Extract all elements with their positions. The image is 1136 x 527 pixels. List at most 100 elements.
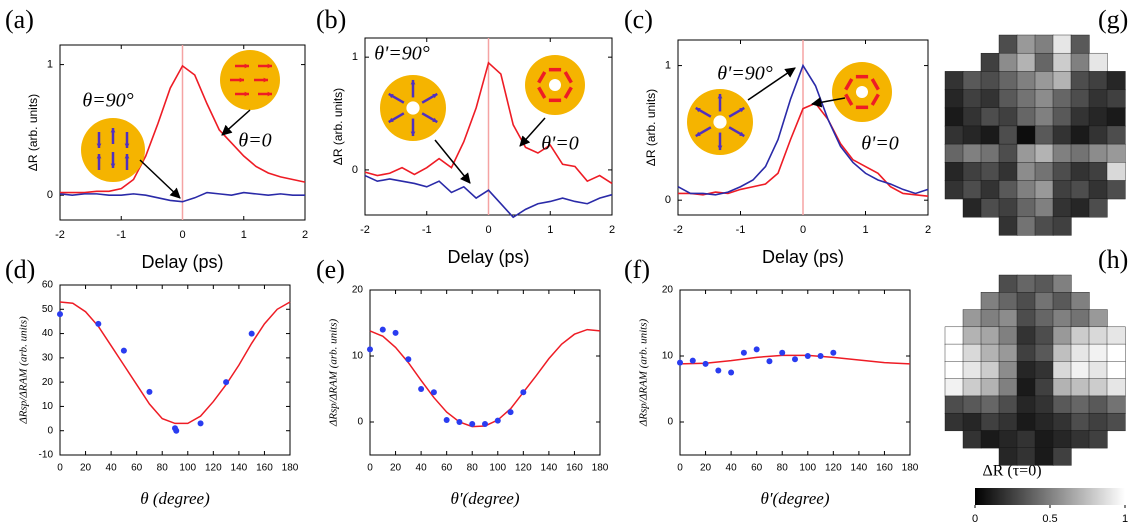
- inset-disc: [81, 118, 145, 182]
- y-tick-label: 0: [357, 417, 363, 428]
- heatmap-cell: [1106, 361, 1126, 380]
- data-point: [779, 349, 786, 356]
- heatmap-cell: [980, 125, 1000, 145]
- x-tick-label: 140: [231, 463, 248, 474]
- y-tick-label: 1: [665, 59, 671, 71]
- x-tick-label: 20: [390, 463, 402, 474]
- x-tick-label: 20: [80, 463, 92, 474]
- heatmap-cell: [1034, 326, 1054, 345]
- heatmap-cell: [1052, 52, 1072, 72]
- heatmap-cell: [1016, 125, 1036, 145]
- heatmap-cell: [1052, 34, 1072, 54]
- heatmap-cell: [1052, 361, 1072, 380]
- series-line: [60, 64, 306, 194]
- heatmap-cell: [962, 343, 982, 362]
- data-point: [766, 358, 773, 365]
- heatmap-cell: [944, 343, 964, 362]
- data-point: [95, 320, 102, 327]
- fit-line: [369, 328, 601, 428]
- x-tick-label: -2: [360, 224, 370, 236]
- inset-arrowhead: [717, 145, 723, 151]
- heatmap-cell: [1088, 143, 1108, 163]
- heatmap-cell: [1070, 89, 1090, 109]
- heatmap-cell: [1070, 71, 1090, 91]
- y-tick-label: 0: [665, 194, 671, 206]
- panel-label: (g): [1098, 5, 1128, 34]
- y-tick-label: -10: [39, 450, 54, 461]
- data-point: [392, 329, 399, 336]
- heatmap-cell: [1106, 107, 1126, 127]
- heatmap-cell: [998, 430, 1018, 449]
- data-point: [830, 349, 837, 356]
- heatmap-cell: [1106, 89, 1126, 109]
- heatmap-cell: [962, 378, 982, 397]
- heatmap-cell: [944, 71, 964, 91]
- heatmap-cell: [1106, 326, 1126, 345]
- y-tick-label: 20: [42, 377, 54, 388]
- heatmap-cell: [1106, 180, 1126, 200]
- heatmap-cell: [1052, 107, 1072, 127]
- x-tick-label: 1: [241, 229, 247, 241]
- heatmap-cell: [998, 361, 1018, 380]
- inset-arrowhead: [124, 143, 130, 148]
- x-tick-label: 120: [515, 463, 532, 474]
- heatmap-cell: [1034, 395, 1054, 414]
- data-point: [57, 311, 63, 318]
- heatmap-cell: [1016, 143, 1036, 163]
- heatmap-cell: [1016, 292, 1036, 311]
- heatmap-cell: [998, 343, 1018, 362]
- data-point: [792, 356, 798, 363]
- series-line: [364, 61, 613, 185]
- heatmap-cell: [1052, 447, 1072, 466]
- inset-arrowhead: [110, 163, 116, 168]
- fit-line: [679, 354, 911, 365]
- heatmap-cell: [944, 361, 964, 380]
- x-tick-label: 60: [131, 463, 143, 474]
- heatmap-cell: [998, 125, 1018, 145]
- data-point: [507, 409, 514, 416]
- heatmap-cell: [980, 412, 1000, 432]
- pointer-arrow: [221, 109, 251, 136]
- heatmap-cell: [1088, 89, 1108, 109]
- x-tick-label: 1: [547, 224, 553, 236]
- heatmap-cell: [980, 378, 1000, 397]
- plot-frame: [59, 284, 291, 456]
- panel-label: (b): [316, 5, 346, 34]
- heatmap-cell: [1106, 395, 1126, 414]
- heatmap-cell: [1052, 378, 1072, 397]
- inset-segment: [537, 86, 547, 99]
- x-axis-label: θ (degree): [140, 489, 210, 508]
- inset-segment: [844, 93, 854, 106]
- inset-arrowhead: [124, 154, 130, 159]
- heatmap-cell: [1052, 198, 1072, 218]
- y-tick-label: 60: [42, 280, 54, 291]
- heatmap-cell: [998, 292, 1018, 311]
- data-point: [740, 349, 747, 356]
- pointer-arrow: [139, 159, 181, 199]
- heatmap-cell: [962, 143, 982, 163]
- heatmap-cell: [944, 326, 964, 345]
- data-point: [456, 419, 463, 425]
- y-axis-label: ΔR (arb. units): [644, 89, 658, 166]
- series-line: [364, 174, 613, 219]
- inset-arrowhead: [739, 131, 745, 137]
- heatmap-cell: [1070, 125, 1090, 145]
- y-axis-label: ΔR (arb. units): [331, 88, 345, 165]
- x-tick-label: 80: [467, 463, 479, 474]
- y-axis-label: ΔRsp/ΔRAM (arb. units): [328, 319, 340, 428]
- heatmap-cell: [944, 162, 964, 182]
- heatmap-cell: [1016, 309, 1036, 328]
- data-point: [197, 420, 204, 427]
- data-point: [753, 346, 760, 353]
- heatmap-cell: [1052, 89, 1072, 109]
- x-axis-label: Delay (ps): [762, 247, 844, 267]
- data-point: [702, 360, 709, 367]
- y-tick-label: 20: [662, 285, 674, 296]
- inset-arrowhead: [717, 93, 723, 99]
- y-axis-label: ΔRsp/ΔRAM (arb. units): [638, 319, 650, 428]
- heatmap-cell: [1052, 125, 1072, 145]
- y-tick-label: 10: [42, 401, 54, 412]
- inset-arrowhead: [244, 91, 249, 97]
- heatmap-cell: [1106, 143, 1126, 163]
- y-tick-label: 0: [667, 417, 673, 428]
